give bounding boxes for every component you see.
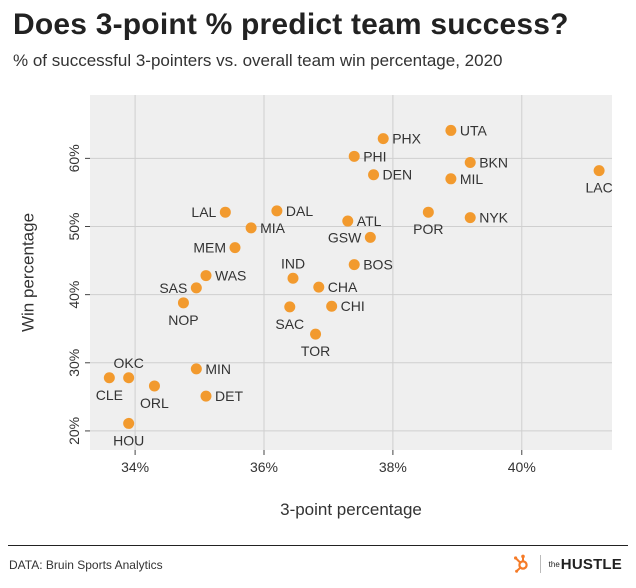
data-point (342, 215, 354, 227)
data-point (219, 206, 231, 218)
data-label: WAS (215, 268, 246, 284)
data-point (123, 372, 135, 384)
data-point (103, 372, 115, 384)
data-point (445, 173, 457, 185)
data-point (464, 212, 476, 224)
data-label: NYK (479, 210, 508, 226)
data-label: SAS (159, 280, 187, 296)
data-point (271, 205, 283, 217)
data-point (464, 156, 476, 168)
data-point (200, 390, 212, 402)
data-label: CLE (96, 387, 123, 403)
data-label: BKN (479, 154, 508, 170)
data-point (593, 165, 605, 177)
data-point (313, 281, 325, 293)
data-label: PHI (363, 148, 386, 164)
data-point (368, 169, 380, 181)
y-tick-label: 60% (66, 144, 82, 172)
data-point (245, 222, 257, 234)
data-point (287, 272, 299, 284)
data-point (229, 242, 241, 254)
data-label: ATL (357, 213, 382, 229)
data-point (177, 297, 189, 309)
data-label: DAL (286, 203, 313, 219)
data-label: CHA (328, 279, 358, 295)
x-tick-label: 36% (250, 459, 278, 475)
chart-subtitle: % of successful 3-pointers vs. overall t… (13, 51, 503, 70)
data-point (422, 206, 434, 218)
data-label: NOP (168, 312, 198, 328)
brand-logo: the HUSTLE (512, 553, 622, 575)
data-label: DEN (383, 167, 413, 183)
scatter-chart: 34% 36% 38% 40% 20% 30% 40% 50% 60% 3-point perce… (19, 95, 613, 519)
data-label: BOS (363, 257, 393, 273)
data-point (190, 282, 202, 294)
y-tick-label: 50% (66, 212, 82, 240)
footer-divider (8, 545, 628, 546)
data-label: LAC (585, 180, 612, 196)
data-point (200, 270, 212, 282)
y-tick-label: 20% (66, 417, 82, 445)
data-point (310, 328, 322, 340)
data-label: CHI (341, 298, 365, 314)
data-label: DET (215, 388, 243, 404)
data-label: MIL (460, 171, 484, 187)
data-label: MIA (260, 220, 286, 236)
sprocket-icon (513, 554, 528, 573)
x-tick-label: 40% (508, 459, 536, 475)
data-label: HOU (113, 432, 144, 448)
y-tick-label: 30% (66, 349, 82, 377)
data-label: UTA (460, 122, 488, 138)
data-label: GSW (328, 229, 362, 245)
data-label: OKC (113, 355, 143, 371)
chart-title: Does 3-point % predict team success? (13, 8, 569, 41)
data-label: POR (413, 221, 443, 237)
y-tick-label: 40% (66, 281, 82, 309)
x-tick-label: 34% (121, 459, 149, 475)
data-point (284, 301, 296, 313)
data-point (348, 150, 360, 162)
brand-divider (539, 555, 541, 573)
data-point (190, 363, 202, 375)
data-point (445, 124, 457, 136)
data-label: ORL (140, 395, 169, 411)
data-point (348, 259, 360, 271)
data-label: IND (281, 255, 305, 271)
data-source: DATA: Bruin Sports Analytics (9, 558, 163, 572)
data-point (377, 133, 389, 145)
data-label: MIN (205, 361, 231, 377)
data-point (123, 417, 135, 429)
data-label: MEM (193, 240, 226, 256)
x-axis-label: 3-point percentage (280, 500, 422, 519)
y-axis-label: Win percentage (19, 213, 38, 332)
data-label: PHX (392, 131, 421, 147)
data-point (326, 300, 338, 312)
data-point (364, 231, 376, 243)
data-label: SAC (275, 316, 304, 332)
data-point (148, 380, 160, 392)
brand-the: the (548, 559, 560, 569)
x-tick-label: 38% (379, 459, 407, 475)
data-label: LAL (191, 204, 216, 220)
brand-name: HUSTLE (560, 555, 622, 573)
data-label: TOR (301, 343, 330, 359)
